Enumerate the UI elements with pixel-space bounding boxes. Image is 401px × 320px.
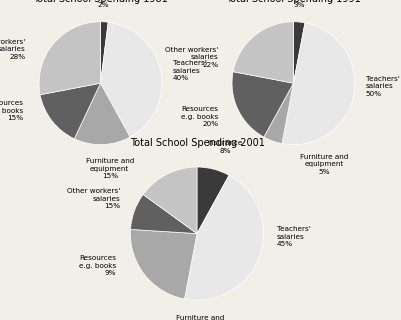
Wedge shape	[143, 167, 196, 234]
Text: Resources
e.g. books
9%: Resources e.g. books 9%	[78, 255, 115, 276]
Wedge shape	[40, 83, 100, 139]
Wedge shape	[233, 22, 293, 83]
Wedge shape	[281, 23, 354, 145]
Text: Other workers'
salaries
22%: Other workers' salaries 22%	[165, 47, 218, 68]
Text: Teachers'
salaries
50%: Teachers' salaries 50%	[365, 76, 399, 97]
Text: Insurance
8%: Insurance 8%	[207, 140, 242, 154]
Text: Teachers'
salaries
40%: Teachers' salaries 40%	[172, 60, 207, 81]
Wedge shape	[39, 22, 100, 95]
Wedge shape	[293, 22, 304, 83]
Text: Teachers'
salaries
45%: Teachers' salaries 45%	[276, 227, 310, 247]
Text: Resources
e.g. books
20%: Resources e.g. books 20%	[181, 107, 218, 127]
Wedge shape	[74, 83, 130, 145]
Text: Insurance
3%: Insurance 3%	[281, 0, 316, 8]
Wedge shape	[100, 22, 108, 83]
Text: Other workers'
salaries
28%: Other workers' salaries 28%	[0, 39, 26, 60]
Wedge shape	[100, 22, 162, 137]
Wedge shape	[263, 83, 293, 144]
Text: Furniture and
equipment
23%: Furniture and equipment 23%	[176, 315, 224, 320]
Text: Furniture and
equipment
15%: Furniture and equipment 15%	[85, 158, 134, 179]
Text: Other workers'
salaries
15%: Other workers' salaries 15%	[67, 188, 120, 210]
Title: Total School Spending 1981: Total School Spending 1981	[33, 0, 168, 4]
Title: Total School Spending 1991: Total School Spending 1991	[225, 0, 360, 4]
Text: Furniture and
equipment
5%: Furniture and equipment 5%	[299, 154, 348, 175]
Wedge shape	[130, 229, 196, 299]
Wedge shape	[130, 195, 196, 234]
Title: Total School Spending 2001: Total School Spending 2001	[129, 138, 264, 148]
Wedge shape	[231, 72, 293, 137]
Wedge shape	[196, 167, 229, 234]
Wedge shape	[184, 175, 263, 300]
Text: Insurance
2%: Insurance 2%	[86, 0, 121, 8]
Text: Resources
e.g. books
15%: Resources e.g. books 15%	[0, 100, 24, 121]
